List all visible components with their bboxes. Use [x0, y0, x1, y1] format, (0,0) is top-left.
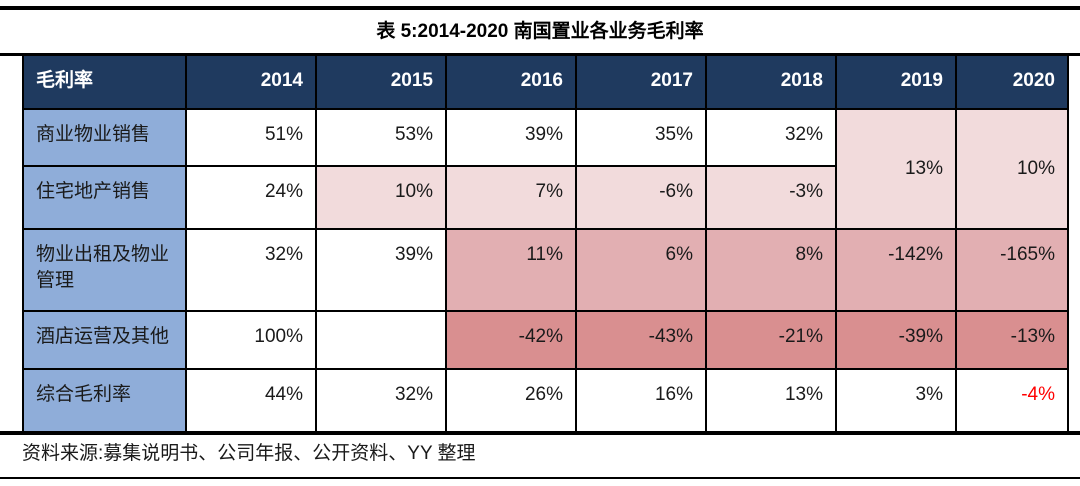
value-cell: 35% — [575, 108, 707, 167]
value-cell: 3% — [835, 368, 957, 431]
value-cell: 44% — [185, 368, 317, 431]
title-divider — [0, 53, 1080, 56]
value-cell: 39% — [315, 228, 447, 312]
year-header-cell: 2015 — [315, 56, 447, 110]
row-label-cell: 酒店运营及其他 — [22, 310, 187, 370]
value-cell: -142% — [835, 228, 957, 312]
value-cell: 6% — [575, 228, 707, 312]
value-cell: 32% — [705, 108, 837, 167]
value-cell: -3% — [705, 165, 837, 230]
value-cell: 100% — [185, 310, 317, 370]
value-cell: -21% — [705, 310, 837, 370]
table-header-row: 毛利率 2014 2015 2016 2017 2018 2019 2020 — [22, 56, 1069, 110]
value-cell: -43% — [575, 310, 707, 370]
value-cell: 8% — [705, 228, 837, 312]
value-cell: 32% — [315, 368, 447, 431]
value-cell: 53% — [315, 108, 447, 167]
value-cell: 26% — [445, 368, 577, 431]
merged-value-cell-2019: 13% — [835, 108, 957, 230]
value-cell: 32% — [185, 228, 317, 312]
source-note: 资料来源:募集说明书、公司年报、公开资料、YY 整理 — [22, 443, 476, 464]
table-row-residential-property-sales: 住宅地产销售 24% 10% 7% -6% -3% — [22, 165, 1068, 230]
row-label-cell: 综合毛利率 — [22, 368, 187, 431]
value-cell: -42% — [445, 310, 577, 370]
year-header-cell: 2018 — [705, 56, 837, 110]
table-title: 表 5:2014-2020 南国置业各业务毛利率 — [376, 21, 704, 42]
value-cell: -13% — [955, 310, 1069, 370]
value-cell: 7% — [445, 165, 577, 230]
value-cell: 39% — [445, 108, 577, 167]
year-header-cell: 2016 — [445, 56, 577, 110]
year-header-cell: 2017 — [575, 56, 707, 110]
value-cell: 13% — [705, 368, 837, 431]
row-label-cell: 住宅地产销售 — [22, 165, 187, 230]
row-label-cell: 商业物业销售 — [22, 108, 187, 167]
table-row-overall-gross-margin: 综合毛利率 44% 32% 26% 16% 13% 3% -4% — [22, 368, 1069, 431]
bottom-divider — [0, 477, 1080, 479]
value-cell: 11% — [445, 228, 577, 312]
table-row-commercial-property-sales: 商业物业销售 51% 53% 39% 35% 32% 13% 10% — [22, 108, 1069, 230]
top-divider — [0, 6, 1080, 10]
value-cell: -39% — [835, 310, 957, 370]
table-row-hotel-operations-other: 酒店运营及其他 100% -42% -43% -21% -39% -13% — [22, 310, 1069, 370]
year-header-cell: 2014 — [185, 56, 317, 110]
year-header-cell: 2020 — [955, 56, 1069, 110]
table-row-property-leasing-management: 物业出租及物业管理 32% 39% 11% 6% 8% -142% -165% — [22, 228, 1069, 312]
value-cell: 16% — [575, 368, 707, 431]
metric-header-cell: 毛利率 — [22, 56, 187, 110]
year-header-cell: 2019 — [835, 56, 957, 110]
value-cell: 24% — [185, 165, 317, 230]
value-cell: -6% — [575, 165, 707, 230]
table-bottom-divider — [0, 431, 1080, 435]
value-cell: 10% — [315, 165, 447, 230]
row-label-cell: 物业出租及物业管理 — [22, 228, 187, 312]
value-cell: -165% — [955, 228, 1069, 312]
gross-margin-table: 毛利率 2014 2015 2016 2017 2018 2019 2020 商… — [22, 56, 1069, 431]
value-cell: 51% — [185, 108, 317, 167]
value-cell — [315, 310, 447, 370]
merged-value-cell-2020: 10% — [955, 108, 1069, 230]
value-cell-negative: -4% — [955, 368, 1069, 431]
